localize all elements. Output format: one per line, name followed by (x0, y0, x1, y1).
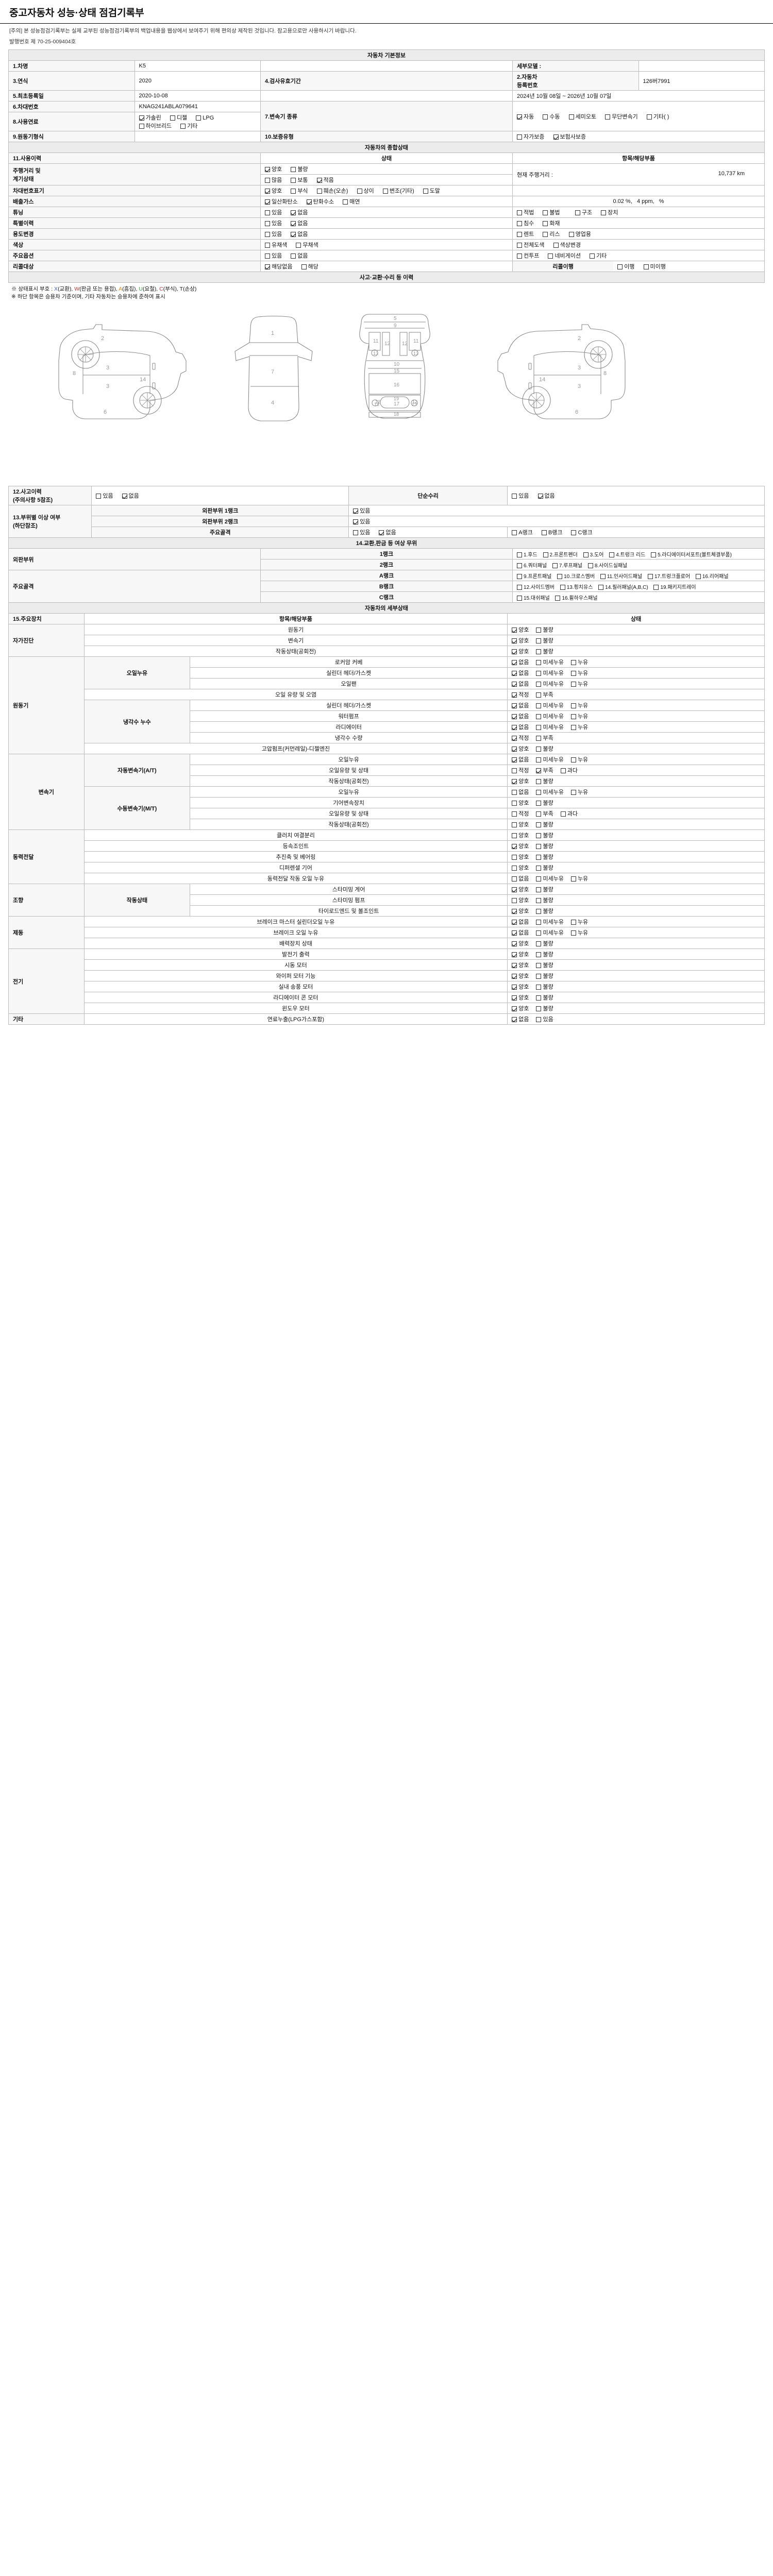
svg-text:17: 17 (394, 401, 400, 407)
svg-text:3: 3 (106, 383, 109, 389)
svg-text:18: 18 (394, 412, 399, 417)
svg-text:5: 5 (394, 316, 397, 321)
svg-text:15: 15 (394, 368, 400, 374)
svg-text:3: 3 (106, 365, 109, 371)
svg-text:2: 2 (101, 335, 104, 342)
svg-text:12: 12 (375, 399, 380, 404)
svg-text:8: 8 (73, 370, 76, 377)
svg-text:10: 10 (394, 362, 400, 367)
svg-text:2: 2 (578, 335, 581, 342)
svg-text:8: 8 (603, 370, 607, 377)
svg-text:14: 14 (140, 377, 146, 383)
svg-text:12: 12 (402, 341, 408, 347)
svg-text:9: 9 (394, 323, 397, 329)
svg-text:4: 4 (271, 400, 274, 406)
svg-text:6: 6 (104, 409, 107, 415)
svg-text:11: 11 (373, 338, 379, 344)
svg-text:16: 16 (394, 382, 400, 388)
svg-text:13: 13 (413, 351, 418, 356)
svg-text:3: 3 (578, 365, 581, 371)
svg-text:1: 1 (271, 330, 274, 336)
svg-text:14: 14 (539, 377, 545, 383)
svg-text:7: 7 (271, 369, 274, 375)
svg-text:3: 3 (578, 383, 581, 389)
svg-text:12: 12 (384, 341, 391, 347)
svg-text:12: 12 (412, 399, 417, 404)
svg-text:11: 11 (413, 338, 419, 344)
svg-text:6: 6 (575, 409, 578, 415)
svg-text:13: 13 (373, 351, 378, 356)
svg-text:19: 19 (394, 396, 399, 401)
